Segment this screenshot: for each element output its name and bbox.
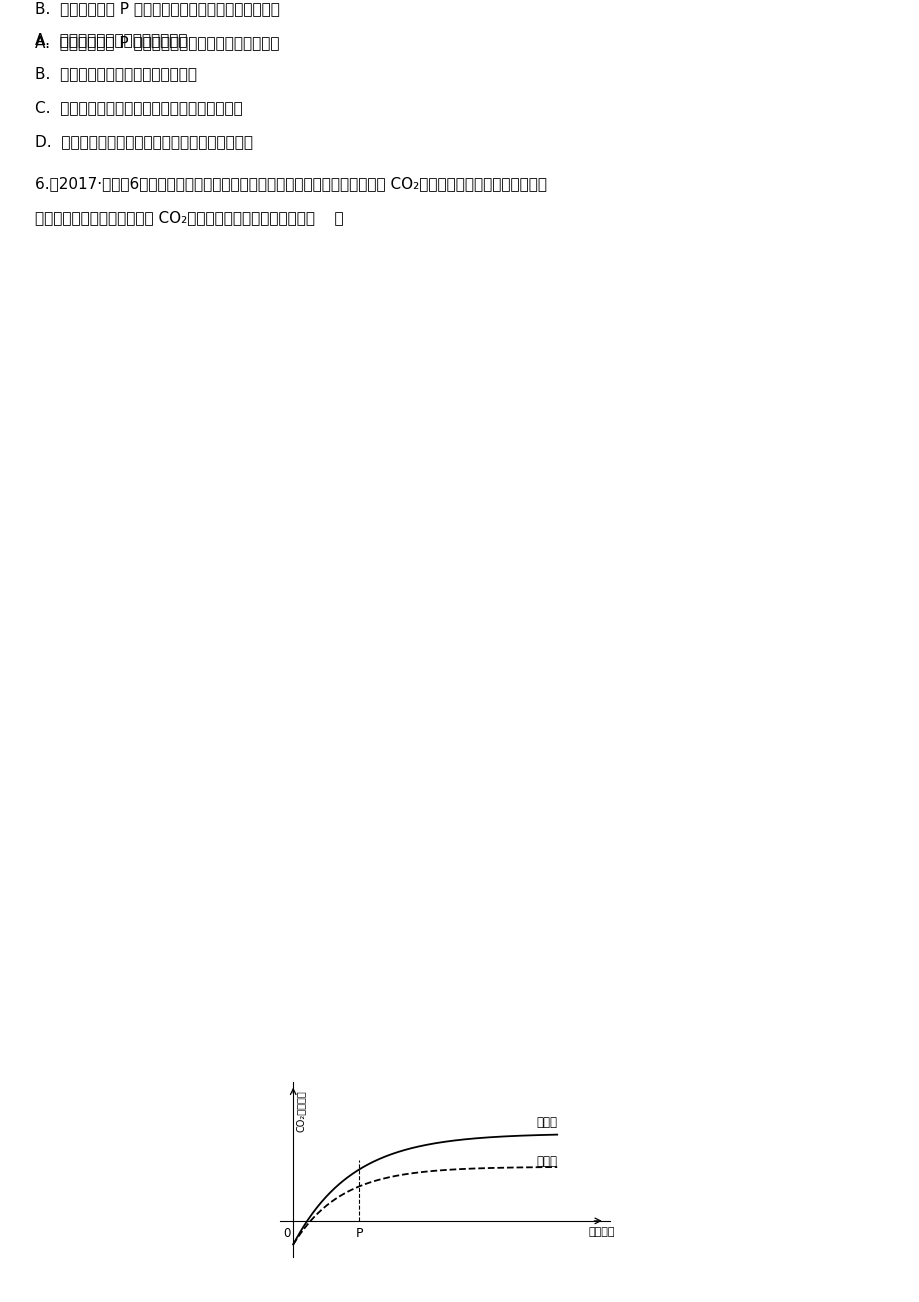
Text: 光照强度: 光照强度 bbox=[588, 1226, 615, 1237]
Text: 0: 0 bbox=[283, 1226, 290, 1240]
Text: B.  光照强度高于 P 时，突变型的暗反应强度高于野生型: B. 光照强度高于 P 时，突变型的暗反应强度高于野生型 bbox=[35, 1, 279, 16]
Text: D.  用光学显微镜观察表皮细胞染色体的形态和数目: D. 用光学显微镜观察表皮细胞染色体的形态和数目 bbox=[35, 134, 253, 148]
Text: 野生型: 野生型 bbox=[536, 1155, 557, 1168]
Text: C.  用质壁分离和复原实验探究细胞的失水与吸水: C. 用质壁分离和复原实验探究细胞的失水与吸水 bbox=[35, 100, 243, 115]
Text: CO₂吸收速率: CO₂吸收速率 bbox=[296, 1090, 305, 1131]
Text: P: P bbox=[355, 1226, 363, 1240]
Text: A.  用无水乙醇提取叶绻体中的色素: A. 用无水乙醇提取叶绻体中的色素 bbox=[35, 33, 187, 47]
Text: 显示两者在不同光照强度下的 CO₂吸收速率。下列叙述错误的是（    ）: 显示两者在不同光照强度下的 CO₂吸收速率。下列叙述错误的是（ ） bbox=[35, 210, 344, 225]
Text: 6.（2017·天津，6）某突变型水稻叶片的叶绻素含量约为野生型的一半，但固定 CO₂酶的活性显著高于野生型。下图: 6.（2017·天津，6）某突变型水稻叶片的叶绻素含量约为野生型的一半，但固定 … bbox=[35, 176, 547, 191]
Text: 突变型: 突变型 bbox=[536, 1116, 557, 1129]
Text: B.  用水做层析液观察花青苷的色素带: B. 用水做层析液观察花青苷的色素带 bbox=[35, 66, 197, 81]
Text: A.  光照强度低于 P 时，突变型的光反应强度低于野生型: A. 光照强度低于 P 时，突变型的光反应强度低于野生型 bbox=[35, 35, 279, 49]
